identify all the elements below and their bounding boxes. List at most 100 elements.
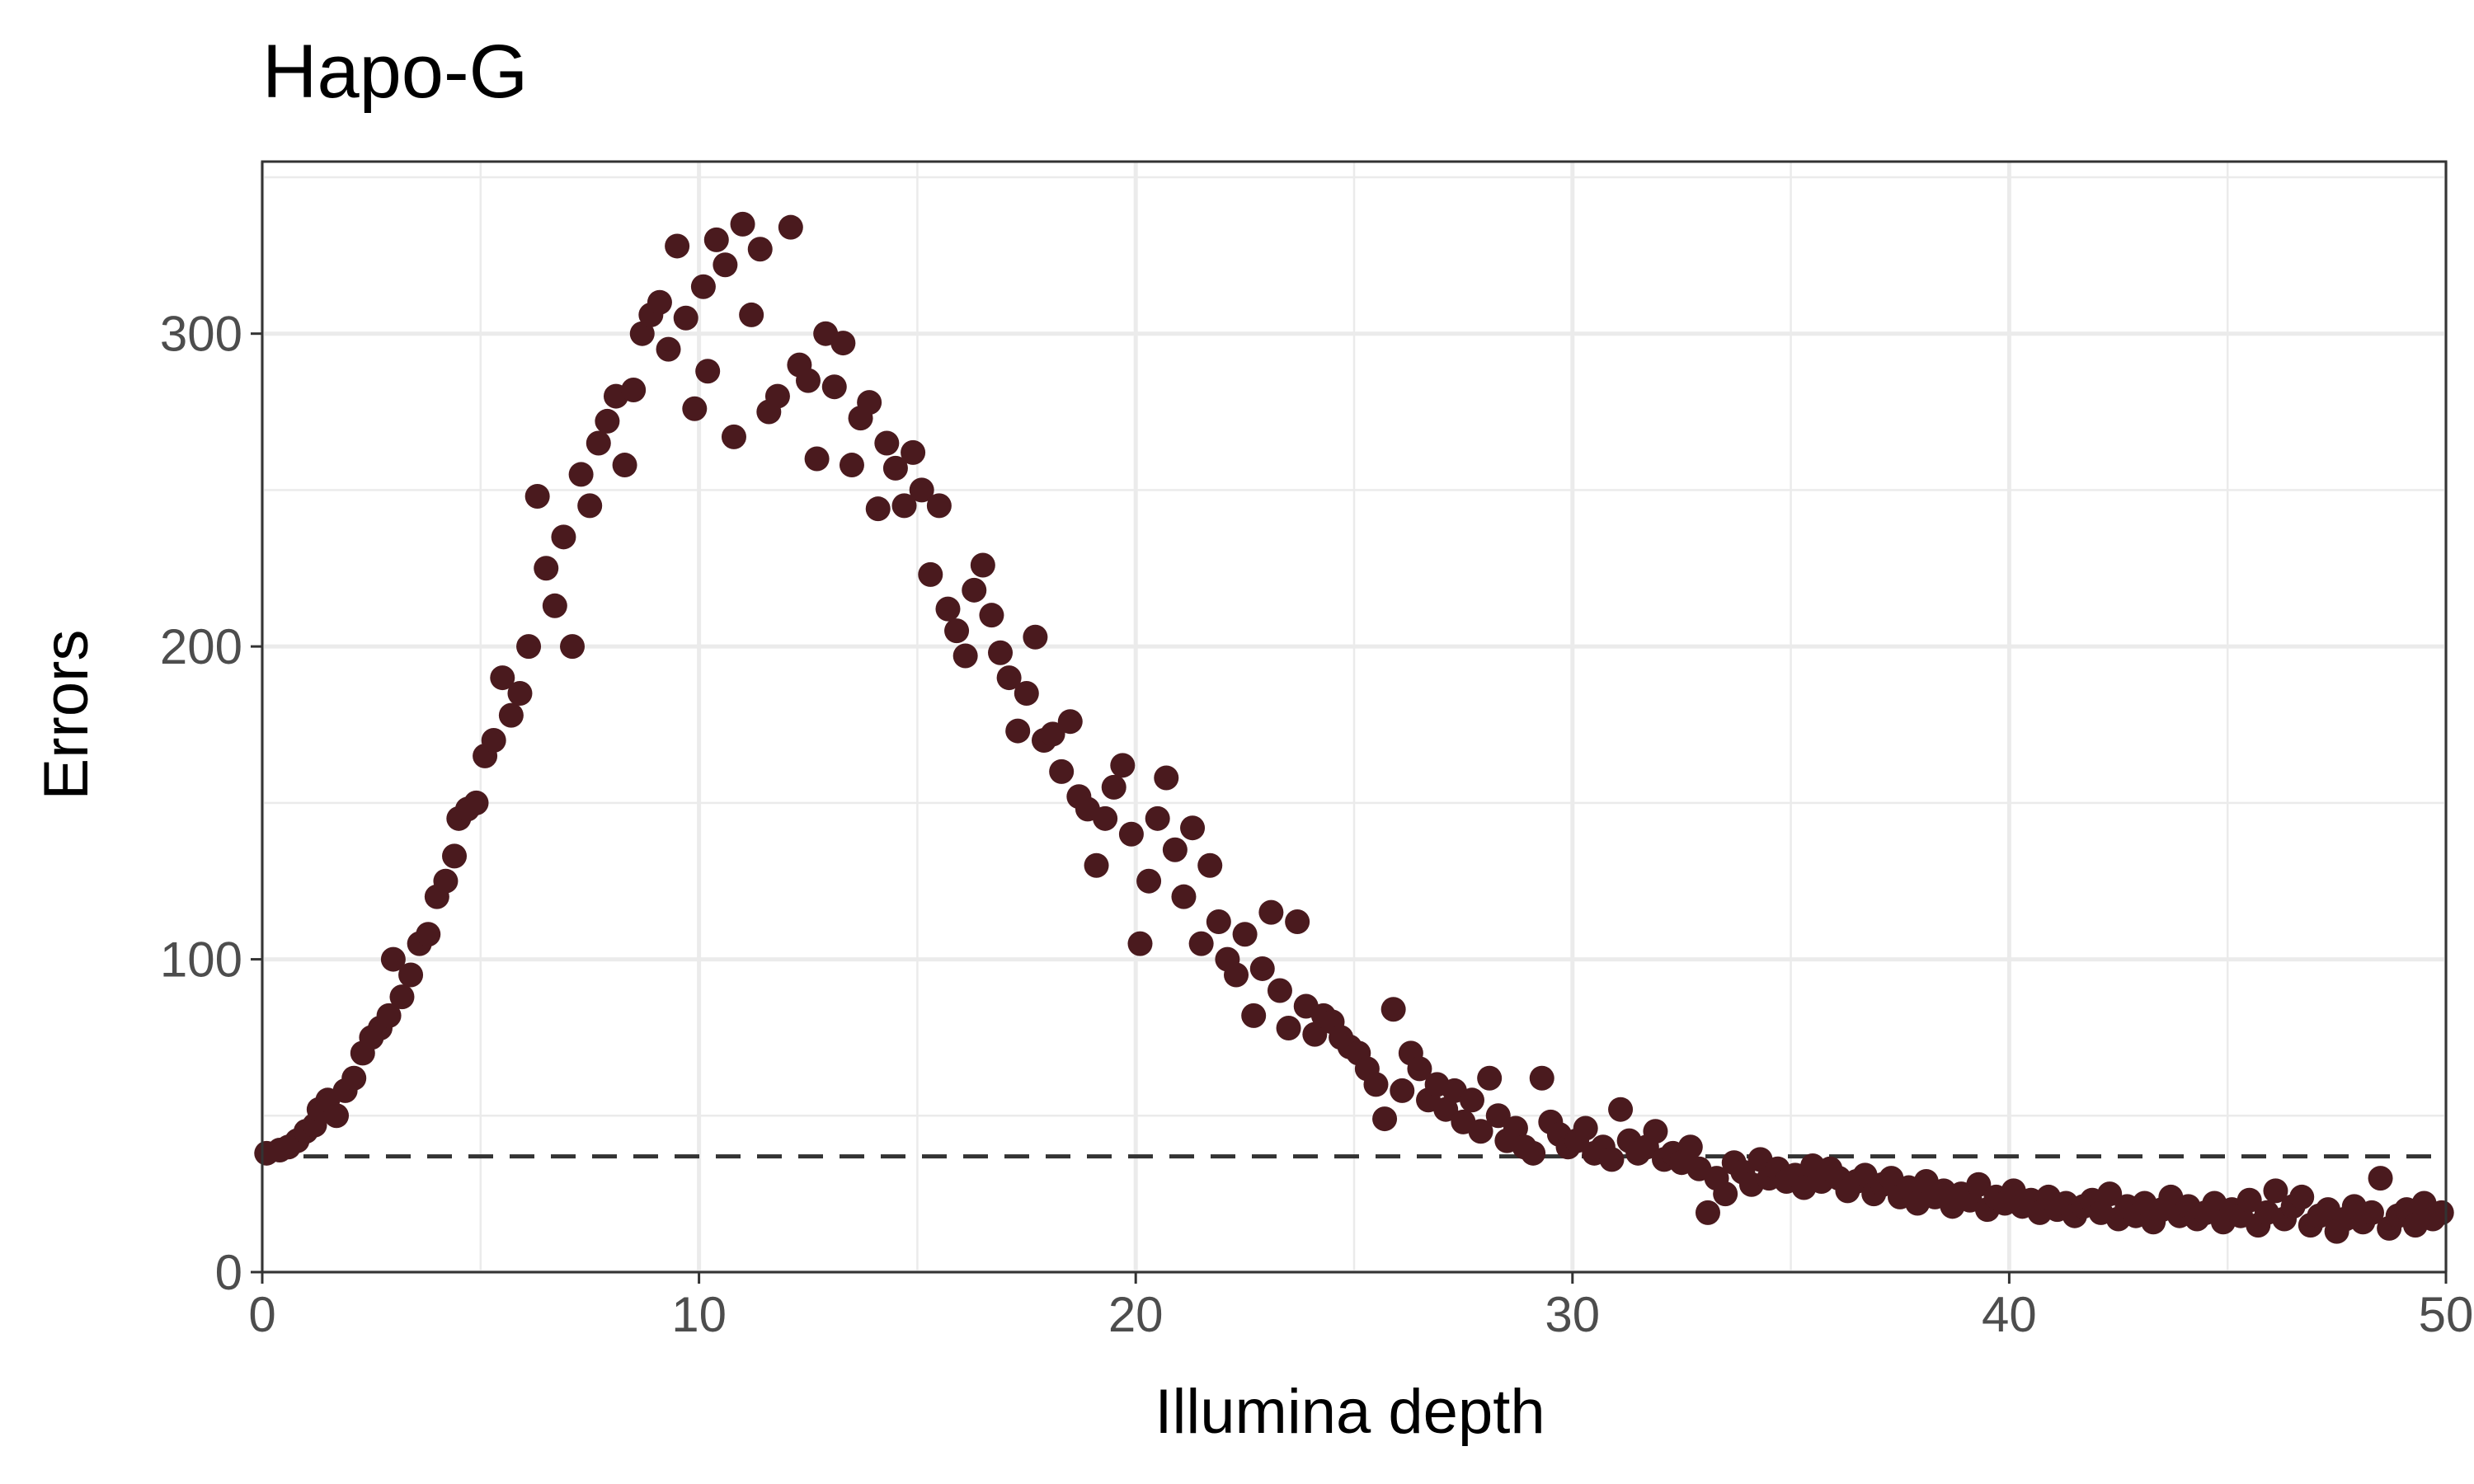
data-point [988,640,1014,665]
data-point [416,922,441,947]
data-point [1188,931,1214,956]
data-point [341,1065,367,1091]
data-point [433,868,459,894]
data-point [1005,718,1031,744]
data-point [2359,1200,2384,1225]
data-point [1057,709,1083,735]
data-point [2097,1181,2123,1207]
data-point [821,374,847,400]
x-tick-label: 30 [1545,1287,1600,1342]
data-point [739,302,764,327]
data-point [1407,1056,1432,1082]
data-point [996,665,1022,691]
data-point [516,634,542,660]
data-point [1023,624,1048,650]
data-point [534,556,559,581]
data-point [901,439,926,465]
data-point [764,383,790,409]
data-point [2289,1184,2315,1209]
data-point [1014,681,1039,707]
data-point [1276,1016,1301,1041]
data-point [804,446,830,472]
data-point [586,430,611,456]
data-point [690,274,716,299]
data-point [1521,1140,1546,1166]
data-point [673,305,698,331]
data-point [682,396,708,421]
data-point [962,577,987,603]
data-point [730,211,755,237]
data-point [481,727,506,753]
chart-title: Hapo-G [262,30,528,114]
data-point [918,561,943,587]
data-point [1529,1065,1554,1091]
data-point [656,336,681,362]
data-point [380,946,406,972]
data-point [621,377,647,402]
data-point [629,321,655,346]
x-tick-label: 20 [1108,1287,1164,1342]
y-tick-label: 0 [215,1245,242,1300]
data-point [1485,1103,1511,1129]
data-point [551,524,576,550]
data-point [1040,721,1065,747]
data-point [1241,1003,1267,1028]
data-point [1285,909,1310,935]
data-point [865,496,891,522]
y-tick-label: 300 [160,307,242,362]
data-point [1101,774,1126,800]
data-point [1433,1097,1459,1122]
data-point [1197,852,1223,878]
data-point [979,603,1004,628]
data-point [1468,1119,1493,1144]
data-point [1477,1065,1503,1091]
x-tick-label: 0 [248,1287,275,1342]
data-point [1145,805,1170,831]
data-point [324,1103,350,1129]
data-point [1249,956,1275,981]
data-point [1267,978,1292,1003]
y-axis-title: Errors [31,630,101,801]
data-point [1713,1181,1738,1207]
data-point [703,227,729,252]
data-point [398,962,424,988]
x-tick-label: 10 [671,1287,727,1342]
data-point [747,237,773,262]
data-point [560,634,586,660]
data-point [1695,1200,1720,1225]
data-point [1380,997,1406,1022]
data-point [1127,931,1153,956]
data-point [2429,1200,2454,1225]
data-point [1302,1021,1328,1047]
data-point [1363,1072,1389,1097]
data-point [1372,1106,1398,1132]
data-point [1084,852,1109,878]
data-point [1573,1115,1598,1141]
data-point [1180,815,1206,841]
y-tick-label: 100 [160,932,242,988]
data-point [463,790,489,815]
data-point [1154,765,1179,791]
data-point [2236,1187,2262,1213]
data-point [944,618,970,644]
data-point [970,552,995,578]
data-point [1258,899,1284,925]
data-point [542,593,567,618]
data-point [389,984,415,1010]
data-point [882,455,908,481]
data-point [1110,753,1136,778]
data-point [1503,1115,1528,1141]
data-point [1390,1078,1415,1103]
data-point [857,390,882,416]
x-tick-label: 50 [2419,1287,2474,1342]
data-point [713,252,738,278]
data-point [1599,1147,1625,1172]
data-point [1966,1172,1992,1197]
data-point [952,643,978,669]
grid-layer [260,162,2448,1275]
data-point [577,493,603,519]
x-axis-title: Illumina depth [1155,1377,1545,1447]
